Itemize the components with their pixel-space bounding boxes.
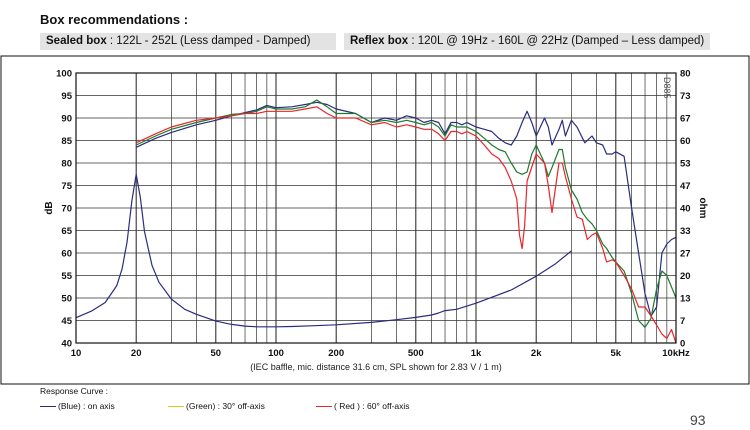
y2-tick-label: 73 [680,91,691,102]
reflex-box-label: Reflex box [350,35,409,47]
y2-tick-label: 13 [680,294,691,305]
y-tick-label: 75 [61,181,72,192]
legend-item-blue: (Blue) : on axis [40,401,115,411]
series-line-0 [135,101,677,317]
legend-line-red [316,405,332,407]
x-tick-label: 10 [71,348,82,359]
y-tick-label: 80 [61,159,72,170]
sealed-box-recommendation: Sealed box : 122L - 252L (Less damped - … [40,33,336,50]
y2-tick-label: 27 [680,249,691,260]
series-line-1 [135,99,677,328]
y2-axis-label: ohm [697,197,708,218]
reflex-box-recommendation: Reflex box : 120L @ 19Hz - 160L @ 22Hz (… [344,33,710,50]
y2-tick-label: 40 [680,204,691,215]
legend-label-blue: (Blue) : on axis [58,401,115,411]
x-tick-label: 20 [131,348,142,359]
y-axis-label: dB [44,201,55,214]
chart-frame [0,55,750,385]
y2-tick-label: 67 [680,114,691,125]
reflex-box-text: : 120L @ 19Hz - 160L @ 22Hz (Damped – Le… [408,35,705,47]
y2-tick-label: 53 [680,159,691,170]
y2-tick-label: 0 [680,339,685,350]
y2-tick-label: 20 [680,271,691,282]
x-tick-label: 1k [471,348,482,359]
y-tick-label: 95 [61,91,72,102]
legend-item-red: ( Red ) : 60° off-axis [316,401,410,411]
x-tick-label: 100 [268,348,284,359]
x-tick-label: 10kHz [662,348,690,359]
x-tick-label: 200 [328,348,344,359]
x-tick-label: 2k [531,348,542,359]
x-tick-label: 5k [611,348,622,359]
legend-label-green: (Green) : 30° off-axis [186,401,265,411]
legend-item-green: (Green) : 30° off-axis [168,401,265,411]
y-tick-label: 40 [61,339,72,350]
y2-tick-label: 47 [680,181,691,192]
page-heading: Box recommendations : [40,12,189,27]
y2-tick-label: 7 [680,316,685,327]
x-tick-label: 500 [408,348,424,359]
model-watermark: D885 [662,77,672,99]
y2-tick-label: 60 [680,136,691,147]
y-tick-label: 55 [61,271,72,282]
chart-caption: (IEC baffle, mic. distance 31.6 cm, SPL … [250,362,502,372]
chart-grid [76,73,676,343]
legend-title: Response Curve : [40,386,109,396]
chart-curves [75,99,677,344]
plot-area-border [75,72,677,344]
legend-line-green [168,405,184,407]
legend-label-red: ( Red ) : 60° off-axis [334,401,410,411]
chart-labels: 10 20 50 100 200 500 1k 2k 5k 10kHz40455055606570… [44,69,708,373]
sealed-box-text: : 122L - 252L (Less damped - Damped) [106,35,311,47]
y-tick-label: 100 [56,69,72,80]
legend-line-blue [40,405,56,407]
y-tick-label: 50 [61,294,72,305]
y-tick-label: 85 [61,136,72,147]
sealed-box-label: Sealed box [46,35,107,47]
y2-tick-label: 33 [680,226,691,237]
x-tick-label: 50 [211,348,222,359]
y-tick-label: 65 [61,226,72,237]
y-tick-label: 70 [61,204,72,215]
page-number: 93 [690,412,706,428]
y-tick-label: 90 [61,114,72,125]
frequency-response-chart: 10 20 50 100 200 500 1k 2k 5k 10kHz40455055606570… [0,55,750,385]
y-tick-label: 60 [61,249,72,260]
y2-tick-label: 80 [680,69,691,80]
series-line-3 [75,173,572,328]
series-line-2 [135,106,677,344]
y-tick-label: 45 [61,316,72,327]
